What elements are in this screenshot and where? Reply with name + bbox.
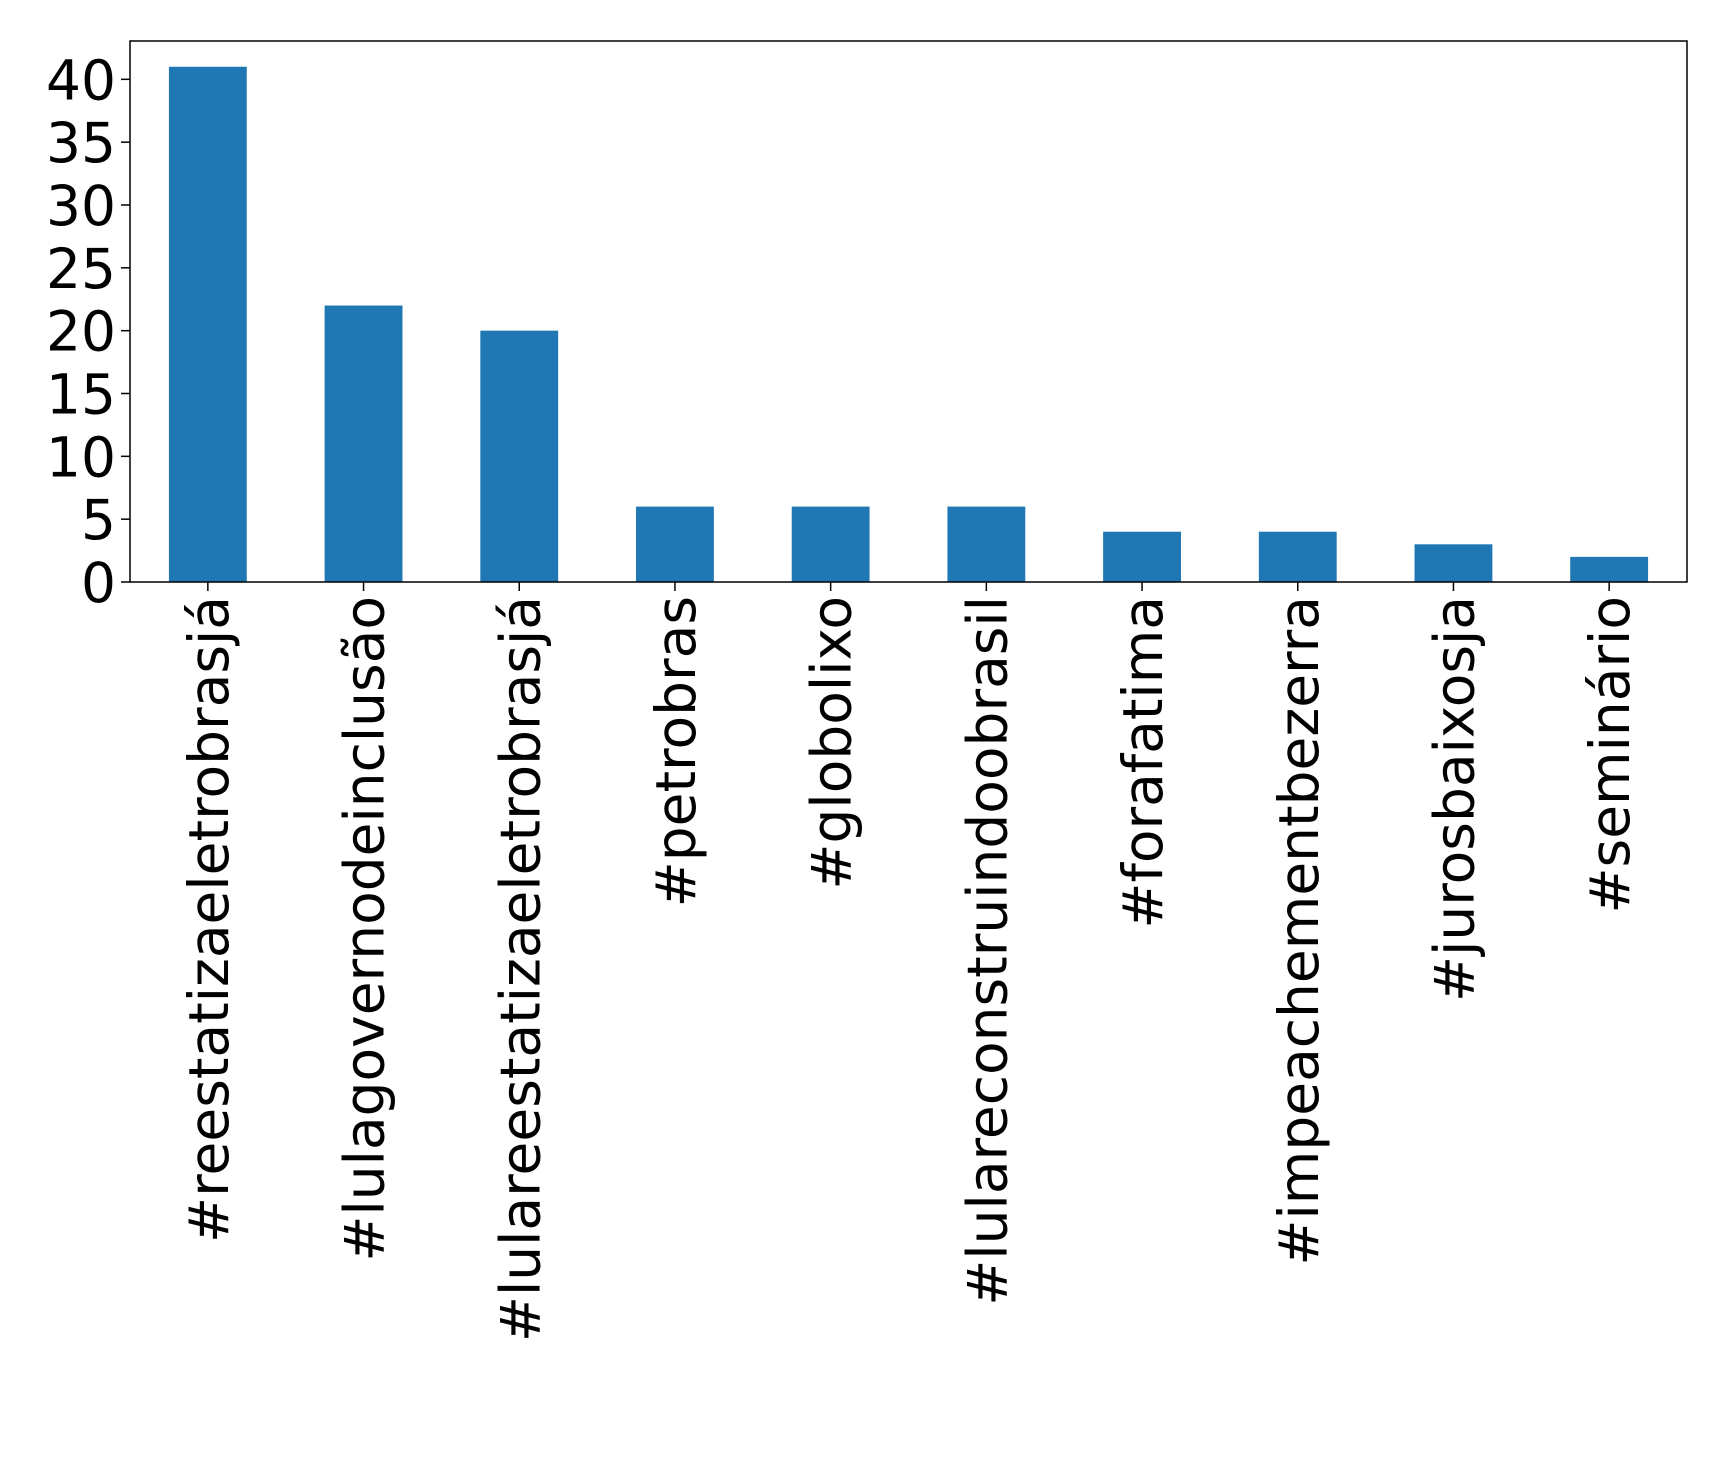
bar — [480, 330, 559, 582]
x-tick-label: #globolixo — [800, 596, 864, 890]
y-tick-label: 20 — [46, 300, 116, 364]
y-tick-label: 40 — [46, 48, 116, 112]
y-tick-label: 15 — [46, 362, 116, 426]
bar — [636, 506, 714, 582]
x-tick-label: #jurosbaixosja — [1422, 596, 1486, 1002]
x-tick-label: #forafatima — [1111, 596, 1175, 929]
y-tick-label: 25 — [46, 237, 116, 301]
bar — [1570, 556, 1649, 582]
bar — [168, 66, 247, 582]
y-tick-label: 35 — [46, 111, 116, 175]
bar — [1103, 531, 1181, 582]
x-tick-label: #seminário — [1578, 596, 1642, 914]
bar — [1258, 531, 1337, 582]
x-tick-label: #lulagovernodeinclusão — [333, 596, 397, 1262]
x-tick-label: #impeachementbezerra — [1267, 596, 1331, 1266]
x-tick-label: #reestatizaeletrobrasjá — [177, 596, 241, 1243]
y-tick-label: 10 — [46, 425, 116, 489]
x-tick-label: #lulareestatizaeletrobrasjá — [488, 596, 552, 1342]
bar — [947, 506, 1026, 582]
bar — [791, 506, 870, 582]
bar — [324, 305, 403, 582]
plot-frame — [129, 40, 1688, 583]
y-tick-label: 0 — [81, 551, 116, 615]
bar — [1414, 544, 1493, 582]
y-tick-label: 5 — [81, 488, 116, 552]
y-tick-label: 30 — [46, 174, 116, 238]
x-tick-label: #lulareconstruindoobrasil — [955, 596, 1019, 1306]
x-tick-label: #petrobras — [644, 596, 708, 907]
